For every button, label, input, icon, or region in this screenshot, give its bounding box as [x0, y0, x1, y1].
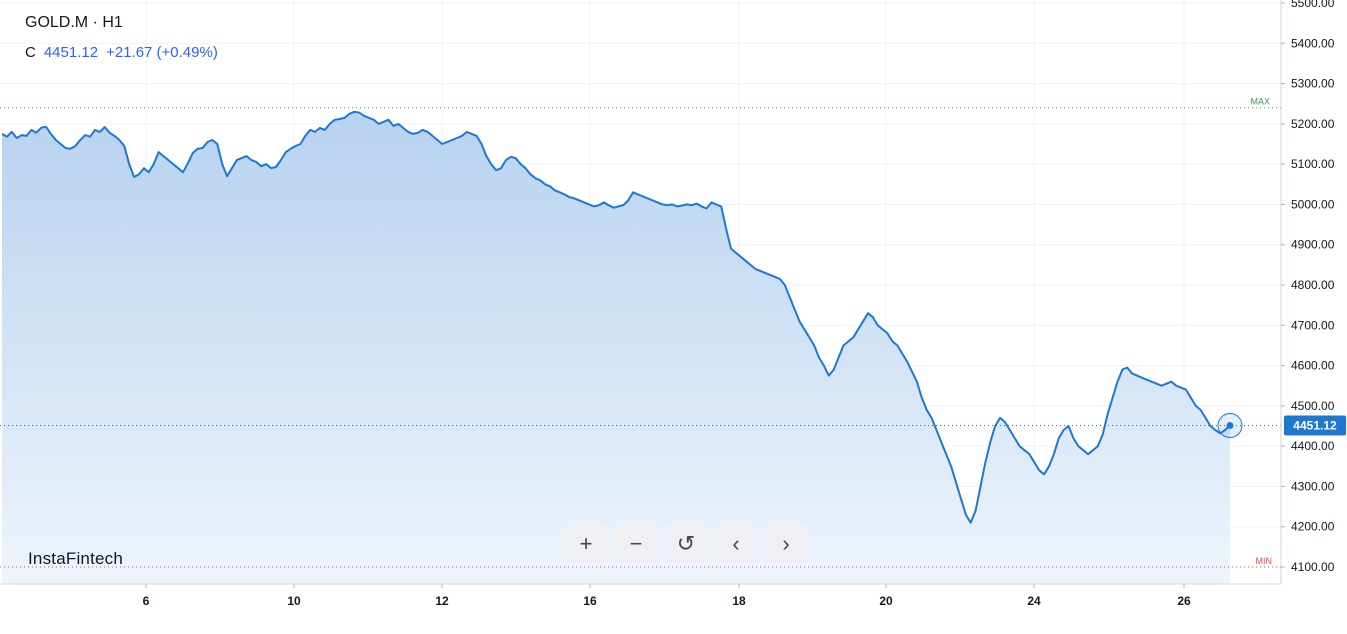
y-tick-label: 4900.00	[1291, 238, 1335, 252]
min-label: MIN	[1256, 556, 1273, 566]
y-tick-label: 4200.00	[1291, 520, 1335, 534]
x-tick-label: 12	[435, 594, 449, 608]
y-tick-label: 4300.00	[1291, 479, 1335, 493]
x-tick-label: 16	[583, 594, 597, 608]
symbol-title: GOLD.M · H1	[25, 14, 123, 31]
chevron-right-icon: ›	[782, 531, 790, 556]
ohlc-prefix: C	[25, 44, 36, 61]
y-tick-label: 5500.00	[1291, 0, 1335, 10]
x-tick-label: 6	[143, 594, 150, 608]
y-tick-label: 5400.00	[1291, 36, 1335, 50]
y-tick-label: 5300.00	[1291, 77, 1335, 91]
y-tick-label: 4600.00	[1291, 359, 1335, 373]
zoom-out-button[interactable]: −	[614, 523, 658, 565]
brand-logo: InstaFintech	[28, 549, 124, 568]
reset-button[interactable]: ↺	[664, 523, 708, 565]
x-tick-label: 20	[879, 594, 893, 608]
y-tick-label: 4500.00	[1291, 399, 1335, 413]
y-tick-label: 4100.00	[1291, 560, 1335, 574]
y-tick-label: 5200.00	[1291, 117, 1335, 131]
y-tick-label: 4800.00	[1291, 278, 1335, 292]
x-tick-label: 24	[1027, 594, 1041, 608]
price-change: +21.67 (+0.49%)	[106, 44, 218, 61]
zoom-in-button[interactable]: +	[564, 523, 608, 565]
minus-icon: −	[629, 531, 643, 556]
plus-icon: +	[579, 531, 593, 556]
chart-axes: 5500.00 5400.00 5300.00 5200.00 5100.00 5000.…	[0, 0, 1346, 608]
last-value: 4451.12	[43, 44, 99, 61]
current-price-badge	[1284, 415, 1346, 436]
y-tick-label: 4400.00	[1291, 439, 1335, 453]
y-tick-label: 5100.00	[1291, 157, 1335, 171]
reference-lines: MAX MIN	[0, 97, 1281, 568]
x-tick-label: 18	[732, 594, 746, 608]
scroll-left-button[interactable]: ‹	[714, 523, 758, 565]
y-tick-label: 5000.00	[1291, 197, 1335, 211]
price-line	[1, 110, 1231, 524]
x-tick-label: 26	[1177, 594, 1191, 608]
area-fill	[2, 111, 1230, 585]
reset-icon: ↺	[676, 531, 696, 556]
y-tick-label: 4700.00	[1291, 318, 1335, 332]
chart-area	[1, 110, 1231, 585]
max-label: MAX	[1250, 97, 1270, 107]
current-price-label: 4451.12	[1293, 419, 1337, 433]
ohlc-readout: C 4451.12 +21.67 (+0.49%)	[25, 44, 218, 61]
chart-toolbar: + − ↺ ‹ ›	[564, 523, 808, 565]
chevron-left-icon: ‹	[732, 531, 740, 556]
scroll-right-button[interactable]: ›	[764, 523, 808, 565]
x-tick-label: 10	[287, 594, 301, 608]
last-point	[1226, 422, 1234, 430]
